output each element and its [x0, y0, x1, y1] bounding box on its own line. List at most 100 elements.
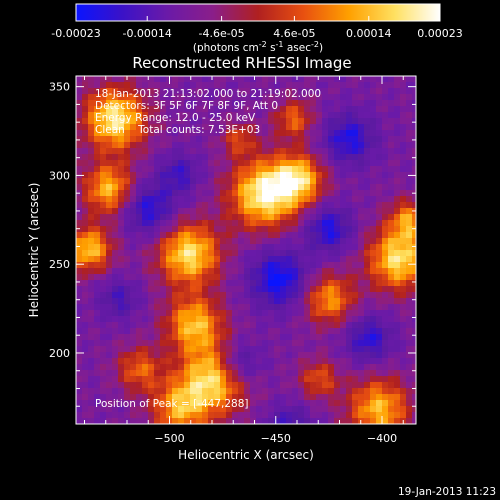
heatmap-cell [220, 268, 227, 275]
heatmap-cell [400, 100, 407, 107]
heatmap-cell [304, 274, 311, 281]
heatmap-cell [400, 154, 407, 161]
heatmap-cell [76, 346, 83, 353]
heatmap-cell [130, 130, 137, 137]
heatmap-cell [316, 214, 323, 221]
heatmap-cell [274, 94, 281, 101]
heatmap-cell [406, 286, 413, 293]
heatmap-cell [382, 376, 389, 383]
heatmap-cell [208, 208, 215, 215]
heatmap-cell [334, 316, 341, 323]
heatmap-cell [298, 178, 305, 185]
heatmap-cell [136, 418, 143, 424]
heatmap-cell [304, 112, 311, 119]
heatmap-cell [106, 388, 113, 395]
heatmap-cell [334, 202, 341, 209]
heatmap-cell [376, 94, 383, 101]
heatmap-cell [214, 76, 221, 83]
heatmap-cell [286, 352, 293, 359]
heatmap-cell [244, 136, 251, 143]
heatmap-cell [268, 274, 275, 281]
heatmap-cell [364, 412, 371, 419]
heatmap-cell [208, 304, 215, 311]
heatmap-cell [358, 376, 365, 383]
heatmap-cell [292, 388, 299, 395]
heatmap-cell [136, 94, 143, 101]
heatmap-cell [244, 400, 251, 407]
heatmap-cell [82, 334, 89, 341]
heatmap-cell [166, 358, 173, 365]
heatmap-cell [178, 334, 185, 341]
heatmap-cell [136, 172, 143, 179]
heatmap-cell [94, 352, 101, 359]
heatmap-cell [370, 370, 377, 377]
heatmap-cell [208, 394, 215, 401]
heatmap-cell [262, 232, 269, 239]
heatmap-cell [328, 292, 335, 299]
heatmap-cell [220, 226, 227, 233]
heatmap-cell [202, 172, 209, 179]
heatmap-cell [340, 226, 347, 233]
heatmap-cell [184, 232, 191, 239]
heatmap-cell [280, 106, 287, 113]
heatmap-cell [388, 82, 395, 89]
heatmap-cell [274, 400, 281, 407]
heatmap-cell [352, 76, 359, 83]
heatmap-cell [88, 304, 95, 311]
heatmap-cell [394, 406, 401, 413]
heatmap-cell [268, 346, 275, 353]
heatmap-cell [214, 274, 221, 281]
heatmap-cell [412, 220, 416, 227]
heatmap-cell [184, 268, 191, 275]
heatmap-cell [238, 388, 245, 395]
heatmap-cell [154, 412, 161, 419]
heatmap-cell [316, 262, 323, 269]
heatmap-cell [406, 94, 413, 101]
heatmap-cell [244, 172, 251, 179]
heatmap-cell [340, 364, 347, 371]
heatmap-cell [184, 418, 191, 424]
heatmap-cell [286, 100, 293, 107]
heatmap-cell [400, 280, 407, 287]
heatmap-cell [286, 178, 293, 185]
heatmap-cell [358, 82, 365, 89]
heatmap-cell [136, 382, 143, 389]
heatmap-cell [340, 220, 347, 227]
heatmap-cell [244, 268, 251, 275]
heatmap-cell [166, 106, 173, 113]
heatmap-cell [334, 100, 341, 107]
heatmap-cell [388, 340, 395, 347]
heatmap-cell [298, 340, 305, 347]
heatmap-cell [124, 130, 131, 137]
heatmap-cell [196, 220, 203, 227]
heatmap-cell [262, 148, 269, 155]
heatmap-cell [88, 352, 95, 359]
heatmap-cell [400, 130, 407, 137]
heatmap-cell [358, 256, 365, 263]
heatmap-cell [202, 292, 209, 299]
heatmap-cell [400, 148, 407, 155]
heatmap-cell [238, 406, 245, 413]
heatmap-cell [196, 100, 203, 107]
heatmap-cell [100, 376, 107, 383]
heatmap-cell [184, 178, 191, 185]
heatmap-cell [124, 244, 131, 251]
heatmap-cell [178, 418, 185, 424]
heatmap-cell [310, 280, 317, 287]
heatmap-cell [232, 220, 239, 227]
heatmap-cell [382, 118, 389, 125]
heatmap-cell [220, 322, 227, 329]
heatmap-cell [172, 412, 179, 419]
heatmap-cell [268, 166, 275, 173]
heatmap-cell [358, 394, 365, 401]
heatmap-cell [112, 316, 119, 323]
y-axis-tick-label: 350 [49, 81, 70, 94]
heatmap-cell [322, 154, 329, 161]
heatmap-cell [166, 172, 173, 179]
heatmap-cell [292, 406, 299, 413]
heatmap-cell [238, 274, 245, 281]
heatmap-cell [142, 406, 149, 413]
heatmap-cell [346, 244, 353, 251]
heatmap-cell [202, 280, 209, 287]
heatmap-cell [94, 112, 101, 119]
